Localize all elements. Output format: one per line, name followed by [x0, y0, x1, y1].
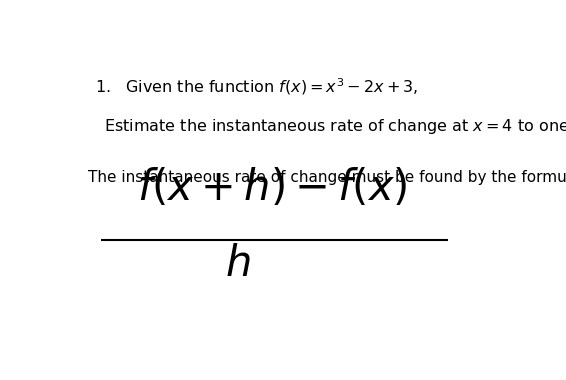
Text: The instantaneous rate of change must be found by the formula below:: The instantaneous rate of change must be… [88, 170, 566, 185]
Text: $f(x + h) - f(x)$: $f(x + h) - f(x)$ [137, 168, 408, 209]
Text: $h$: $h$ [225, 243, 250, 285]
Text: 1.   Given the function $f(x) = x^3 - 2x + 3,$: 1. Given the function $f(x) = x^3 - 2x +… [95, 76, 418, 97]
Text: Estimate the instantaneous rate of change at $x = 4$ to one decimal place.: Estimate the instantaneous rate of chang… [104, 117, 566, 136]
